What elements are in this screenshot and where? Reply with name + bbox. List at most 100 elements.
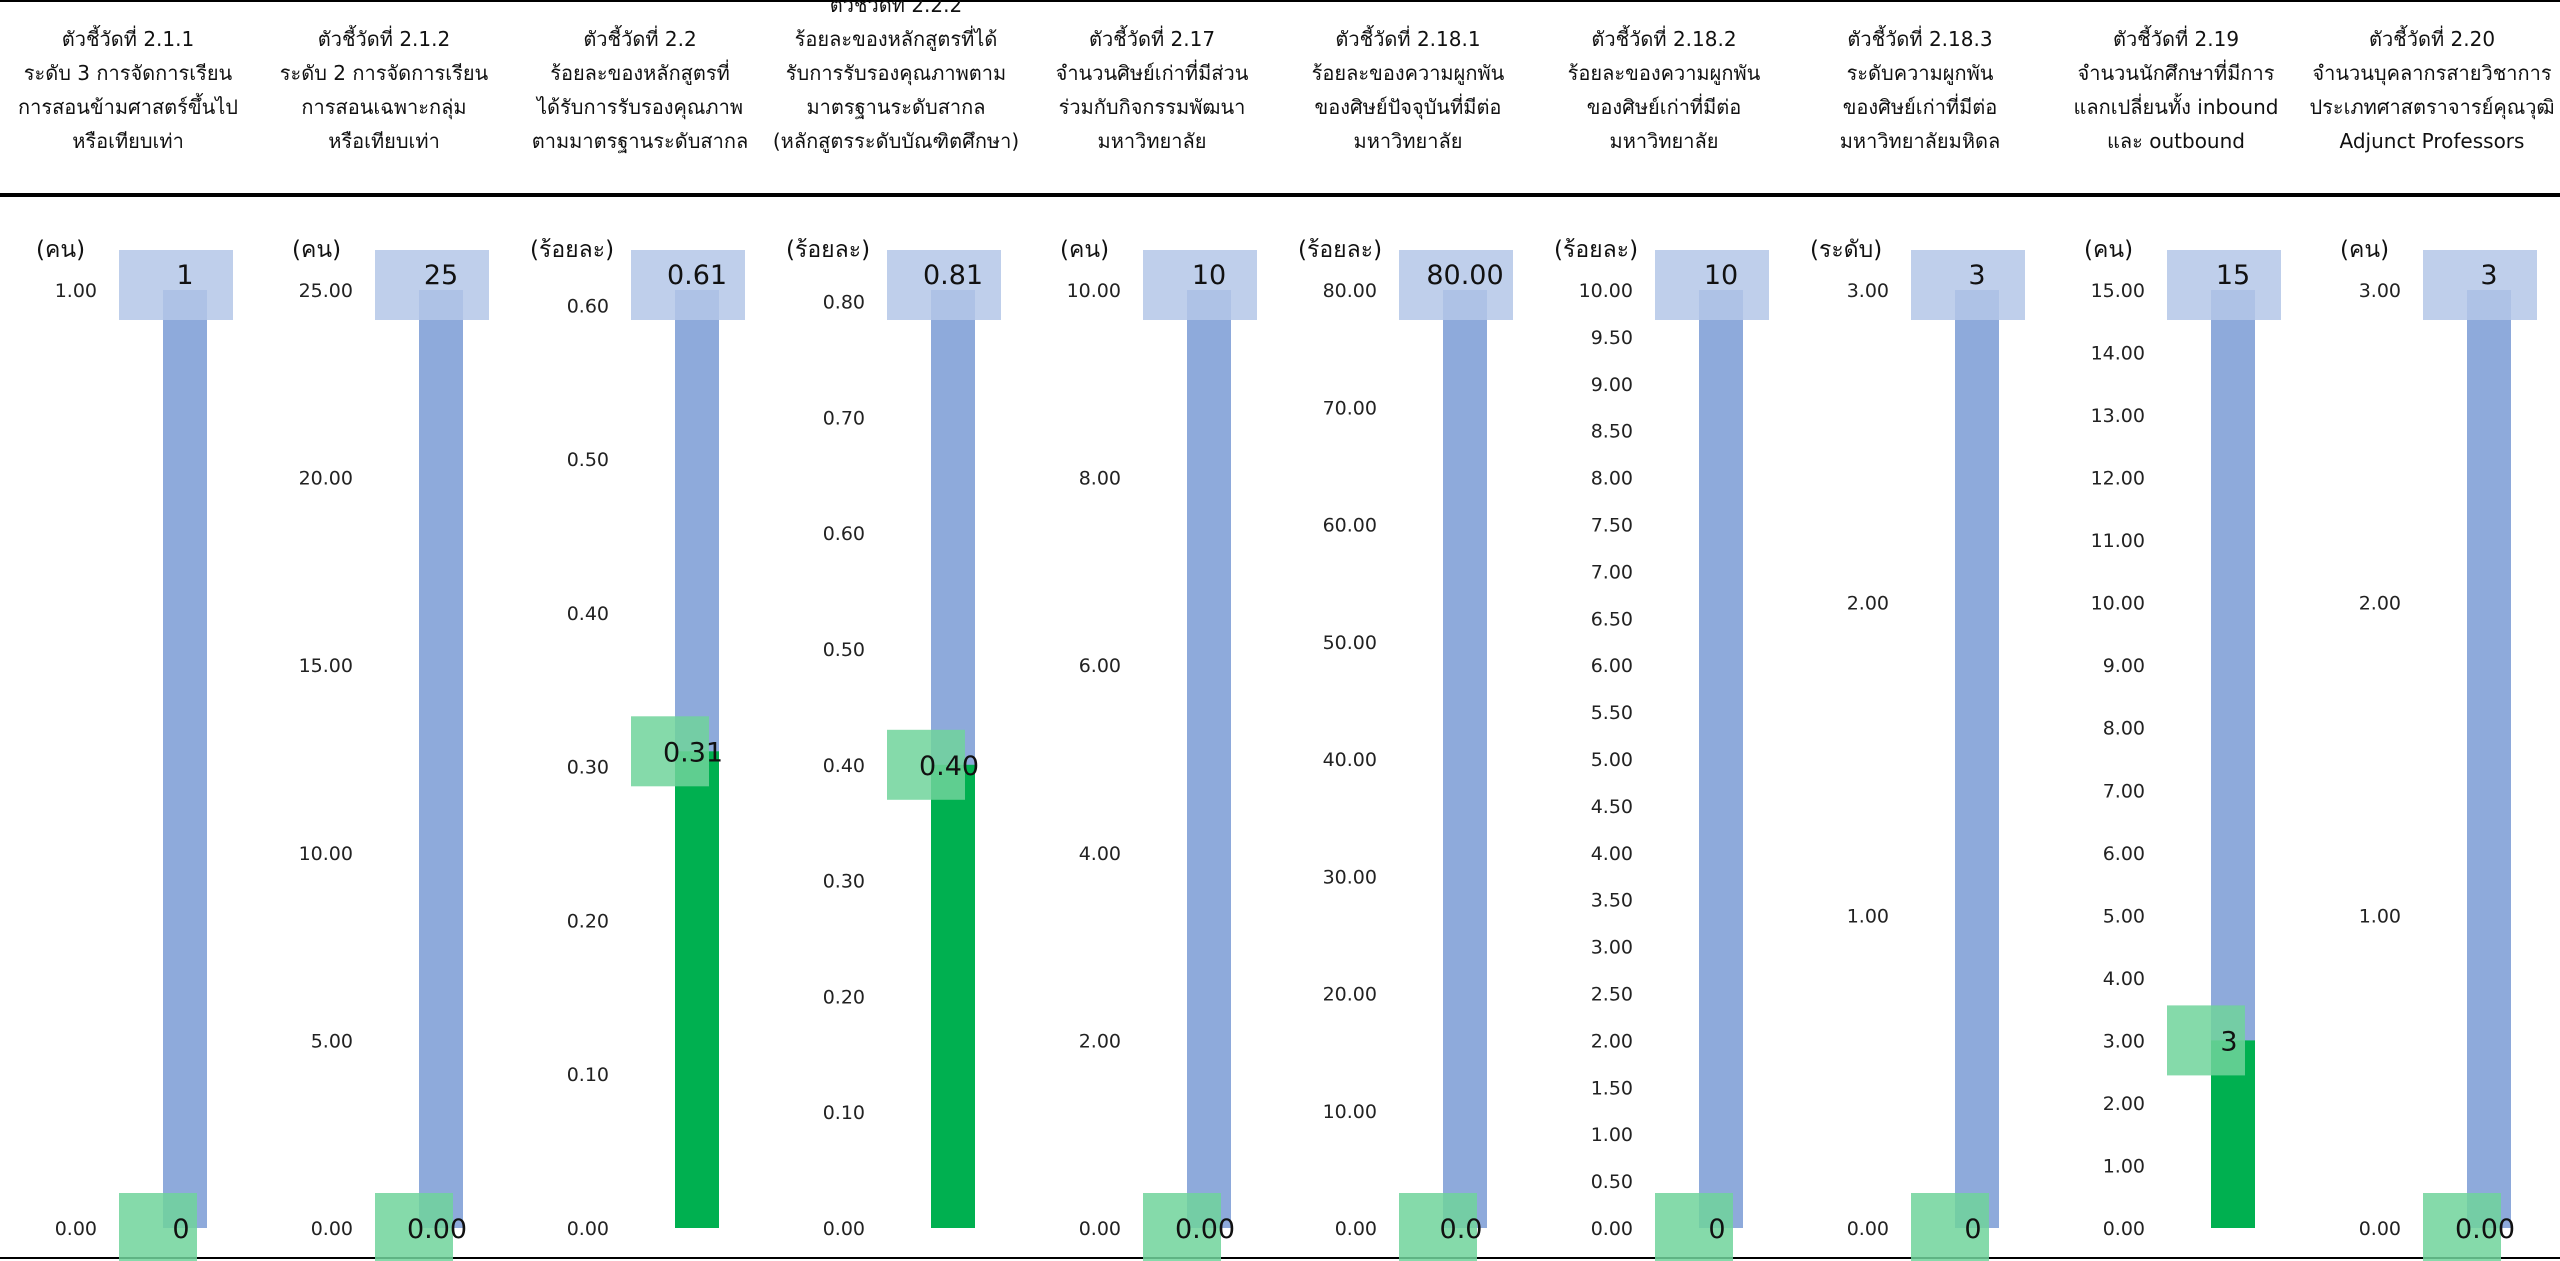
indicator-panel: ตัวชี้วัดที่ 2.1.1 ระดับ 3 การจัดการเรียน… [0, 0, 256, 1261]
target-value-label: 0.61 [667, 260, 727, 291]
indicator-title-line: และ outbound [2107, 129, 2245, 153]
tick-label: 3.00 [1591, 937, 1633, 959]
indicator-title-line: ร่วมกับกิจกรรมพัฒนา [1058, 95, 1246, 119]
tick-label: 3.00 [1847, 280, 1889, 302]
tick-label: 4.50 [1591, 796, 1633, 818]
tick-label: 4.00 [1079, 843, 1121, 865]
tick-label: 0.00 [1335, 1218, 1377, 1240]
tick-label: 0.50 [567, 449, 609, 471]
tick-label: 1.00 [1847, 905, 1889, 927]
unit-label: (คน) [36, 237, 86, 263]
actual-bar [931, 764, 975, 1228]
tick-label: 8.00 [1591, 468, 1633, 490]
tick-label: 10.00 [2091, 593, 2145, 615]
target-value-label: 1 [176, 260, 193, 291]
tick-label: 2.00 [2103, 1093, 2145, 1115]
tick-label: 2.50 [1591, 984, 1633, 1006]
target-track [419, 290, 463, 1228]
tick-label: 9.00 [2103, 655, 2145, 677]
tick-label: 30.00 [1323, 866, 1377, 888]
tick-label: 60.00 [1323, 515, 1377, 537]
tick-label: 5.00 [311, 1030, 353, 1052]
indicator-title-line: ตัวชี้วัดที่ 2.1.2 [317, 27, 451, 51]
tick-label: 7.00 [1591, 561, 1633, 583]
indicator-title-line: มหาวิทยาลัย [1609, 129, 1719, 153]
bullet-chart: 0.00 0.10 0.20 0.30 0.40 0.50 0.60 0.70 0.80 0.81… [823, 250, 1001, 1240]
tick-label: 70.00 [1323, 397, 1377, 419]
indicator-title-line: รับการรับรองคุณภาพตาม [785, 61, 1007, 85]
target-value-label: 3 [1968, 260, 1985, 291]
tick-label: 0.00 [311, 1218, 353, 1240]
tick-label: 0.80 [823, 292, 865, 314]
header-divider [0, 193, 2560, 197]
unit-label: (คน) [1060, 237, 1110, 263]
target-value-box [1399, 250, 1513, 320]
unit-label: (คน) [292, 237, 342, 263]
indicator-title: ตัวชี้วัดที่ 2.18.1 ร้อยละของความผูกพัน ขอ… [1280, 22, 1536, 158]
indicator-title-line: ร้อยละของความผูกพัน [1311, 61, 1505, 85]
indicator-panel: ตัวชี้วัดที่ 2.18.2 ร้อยละของความผูกพัน ขอ… [1536, 0, 1792, 1261]
unit-label: (ร้อยละ) [1298, 237, 1383, 263]
tick-label: 14.00 [2091, 343, 2145, 365]
actual-value-label: 0.00 [407, 1214, 467, 1245]
indicator-title-line: ประเภทศาสตราจารย์คุณวุฒิ [2309, 95, 2555, 119]
tick-label: 0.50 [1591, 1171, 1633, 1193]
actual-value-box [631, 716, 709, 787]
indicator-title-line: ระดับ 3 การจัดการเรียน [23, 61, 233, 85]
tick-label: 11.00 [2091, 530, 2145, 552]
indicator-title-line: ตามมาตรฐานระดับสากล [531, 129, 749, 153]
unit-label: (ร้อยละ) [530, 237, 615, 263]
tick-label: 1.00 [55, 280, 97, 302]
tick-label: 3.00 [2359, 280, 2401, 302]
tick-label: 0.00 [55, 1218, 97, 1240]
actual-value-label: 3 [2220, 1026, 2237, 1057]
tick-label: 6.00 [1079, 655, 1121, 677]
tick-label: 10.00 [1067, 280, 1121, 302]
indicator-panel: ตัวชี้วัดที่ 2.17 จำนวนศิษย์เก่าที่มีส่วน… [1024, 0, 1280, 1261]
actual-value-label: 0.00 [1175, 1214, 1235, 1245]
indicator-title-line: มาตรฐานระดับสากล [806, 95, 986, 119]
unit-label: (ระดับ) [1810, 237, 1883, 263]
unit-label: (ร้อยละ) [1554, 237, 1639, 263]
indicator-title-line: ได้รับการรับรองคุณภาพ [536, 95, 744, 119]
indicator-title-line: ตัวชี้วัดที่ 2.2.2 [829, 0, 963, 17]
indicator-panel: ตัวชี้วัดที่ 2.1.2 ระดับ 2 การจัดการเรียน… [256, 0, 512, 1261]
indicator-panel: ตัวชี้วัดที่ 2.2.2 ร้อยละของหลักสูตรที่ได… [768, 0, 1024, 1261]
bullet-chart: 0.00 1.00 2.00 3.00 3 0 [1847, 250, 2025, 1261]
tick-label: 25.00 [299, 280, 353, 302]
actual-value-box [1911, 1193, 1989, 1261]
indicator-title-line: แลกเปลี่ยนทั้ง inbound [2073, 95, 2279, 119]
tick-label: 6.00 [2103, 843, 2145, 865]
tick-label: 1.00 [1591, 1124, 1633, 1146]
indicator-title-line: ร้อยละของความผูกพัน [1567, 61, 1761, 85]
indicator-panel: ตัวชี้วัดที่ 2.19 จำนวนนักศึกษาที่มีการ แล… [2048, 0, 2304, 1261]
target-value-box [1911, 250, 2025, 320]
actual-value-label: 0.40 [919, 751, 979, 782]
indicator-panel: ตัวชี้วัดที่ 2.18.1 ร้อยละของความผูกพัน ขอ… [1280, 0, 1536, 1261]
tick-label: 80.00 [1323, 280, 1377, 302]
target-value-label: 80.00 [1426, 260, 1503, 291]
indicator-title-line: ตัวชี้วัดที่ 2.19 [2112, 27, 2240, 51]
actual-value-label: 0.0 [1440, 1214, 1483, 1245]
indicator-title: ตัวชี้วัดที่ 2.18.3 ระดับความผูกพัน ของศิษ… [1792, 22, 2048, 158]
tick-label: 0.60 [823, 523, 865, 545]
actual-bar [675, 751, 719, 1228]
indicator-title-line: ระดับ 2 การจัดการเรียน [279, 61, 489, 85]
bullet-chart: 0.00 2.00 4.00 6.00 8.00 10.00 10 0.00 [1067, 250, 1257, 1261]
indicator-title: ตัวชี้วัดที่ 2.2.2 ร้อยละของหลักสูตรที่ได… [768, 0, 1024, 158]
indicator-title-line: ตัวชี้วัดที่ 2.18.1 [1335, 27, 1481, 51]
indicator-title: ตัวชี้วัดที่ 2.1.2 ระดับ 2 การจัดการเรียน… [256, 22, 512, 158]
target-track [1699, 290, 1743, 1228]
unit-label: (คน) [2084, 237, 2134, 263]
actual-value-box [2423, 1193, 2501, 1261]
tick-label: 0.40 [567, 603, 609, 625]
tick-label: 7.00 [2103, 780, 2145, 802]
unit-label: (ร้อยละ) [786, 237, 871, 263]
indicator-title-line: (หลักสูตรระดับบัณฑิตศึกษา) [772, 129, 1020, 153]
indicator-title-line: ร้อยละของหลักสูตรที่ [550, 61, 730, 85]
actual-value-label: 0 [172, 1214, 189, 1245]
tick-label: 0.70 [823, 407, 865, 429]
target-value-box [375, 250, 489, 320]
indicator-title-line: มหาวิทยาลัย [1097, 129, 1207, 153]
indicator-title-line: ตัวชี้วัดที่ 2.1.1 [61, 27, 195, 51]
